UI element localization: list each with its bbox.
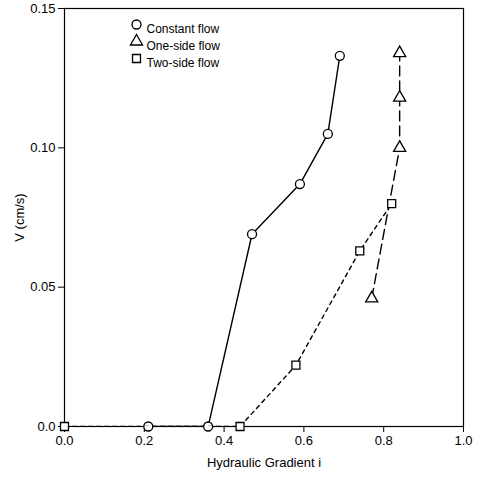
- svg-text:Two-side flow: Two-side flow: [147, 56, 220, 70]
- svg-text:0.0: 0.0: [55, 433, 73, 448]
- svg-text:0.10: 0.10: [30, 140, 55, 155]
- svg-text:1.0: 1.0: [454, 433, 472, 448]
- svg-text:0.15: 0.15: [30, 1, 55, 16]
- svg-text:One-side flow: One-side flow: [147, 39, 221, 53]
- svg-text:0.8: 0.8: [375, 433, 393, 448]
- svg-text:0.6: 0.6: [295, 433, 313, 448]
- svg-text:V (cm/s): V (cm/s): [12, 193, 27, 241]
- svg-text:Hydraulic Gradient i: Hydraulic Gradient i: [207, 455, 321, 470]
- svg-text:0.4: 0.4: [215, 433, 233, 448]
- svg-text:Constant flow: Constant flow: [147, 22, 220, 36]
- svg-text:0.2: 0.2: [135, 433, 153, 448]
- svg-text:0.0: 0.0: [37, 419, 55, 434]
- svg-text:0.05: 0.05: [30, 279, 55, 294]
